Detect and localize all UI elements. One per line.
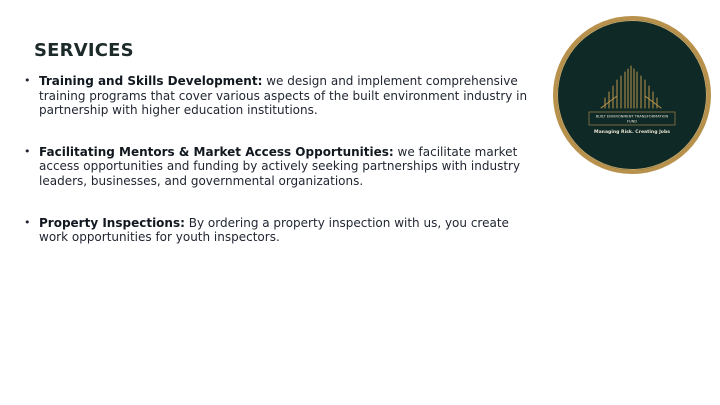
service-item-mentors-market-access: • Facilitating Mentors & Market Access O… <box>24 145 540 189</box>
service-title: Property Inspections: <box>39 215 185 230</box>
slide-title: SERVICES <box>34 40 134 61</box>
service-title: Training and Skills Development: <box>39 74 263 88</box>
fund-logo: BUILT ENVIRONMENT TRANSFORMATION FUND Ma… <box>553 16 711 174</box>
service-description: By ordering a property inspection with u… <box>39 215 509 245</box>
service-description: we design and implement comprehensive tr… <box>39 74 528 118</box>
services-list: • Training and Skills Development: we de… <box>24 74 540 245</box>
service-title: Facilitating Mentors & Market Access Opp… <box>39 144 394 159</box>
bullet-marker: • <box>24 74 31 87</box>
bullet-marker: • <box>24 144 31 158</box>
service-item-property-inspections: • Property Inspections: By ordering a pr… <box>24 216 540 245</box>
building-skyline-icon: BUILT ENVIRONMENT TRANSFORMATION FUND Ma… <box>588 65 676 135</box>
logo-tagline: Managing Risk. Creating Jobs <box>594 129 670 135</box>
service-item-training: • Training and Skills Development: we de… <box>24 74 540 118</box>
service-description: we facilitate market access opportunitie… <box>39 144 521 188</box>
logo-name-line1: BUILT ENVIRONMENT TRANSFORMATION <box>596 115 669 119</box>
logo-name-line2: FUND <box>627 120 637 124</box>
bullet-marker: • <box>24 215 31 229</box>
